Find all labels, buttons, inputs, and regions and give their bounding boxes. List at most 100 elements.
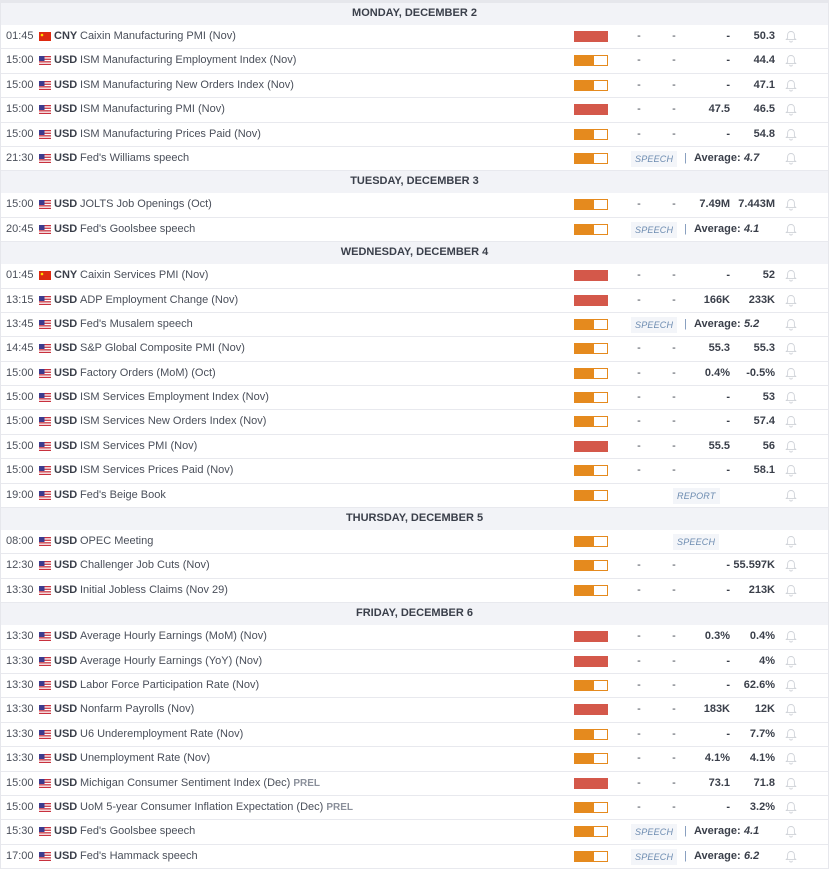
event-name[interactable]: Fed's Hammack speech xyxy=(80,845,198,868)
bell-icon[interactable] xyxy=(785,752,797,765)
us-flag-icon xyxy=(39,632,51,642)
bell-icon[interactable] xyxy=(785,825,797,838)
bell-icon[interactable] xyxy=(785,655,797,668)
bell-icon[interactable] xyxy=(785,103,797,116)
bell-icon[interactable] xyxy=(785,79,797,92)
event-row[interactable]: 15:00 USD ISM Services PMI (Nov) - - 55.5 56 xyxy=(1,435,828,460)
deviation-value: - xyxy=(672,630,676,643)
bell-icon[interactable] xyxy=(785,777,797,790)
event-name[interactable]: Average Hourly Earnings (MoM) (Nov) xyxy=(80,625,267,648)
event-name[interactable]: Fed's Beige Book xyxy=(80,484,166,507)
event-name[interactable]: Fed's Williams speech xyxy=(80,147,189,170)
bell-icon[interactable] xyxy=(785,367,797,380)
event-name[interactable]: Labor Force Participation Rate (Nov) xyxy=(80,674,259,697)
bell-icon[interactable] xyxy=(785,152,797,165)
bell-icon[interactable] xyxy=(785,223,797,236)
event-name[interactable]: Caixin Manufacturing PMI (Nov) xyxy=(80,25,236,48)
separator: | xyxy=(684,222,687,235)
average-label: Average: xyxy=(694,825,741,838)
event-row[interactable]: 01:45 CNY Caixin Manufacturing PMI (Nov) - -… xyxy=(1,25,828,50)
bell-icon[interactable] xyxy=(785,850,797,863)
event-name[interactable]: Fed's Goolsbee speech xyxy=(80,820,195,843)
bell-icon[interactable] xyxy=(785,440,797,453)
event-row[interactable]: 13:30 USD Initial Jobless Claims (Nov 29) -… xyxy=(1,579,828,604)
event-row[interactable]: 15:00 USD Michigan Consumer Sentiment Inde… xyxy=(1,772,828,796)
event-name[interactable]: Initial Jobless Claims (Nov 29) xyxy=(80,579,228,602)
event-row[interactable]: 19:00 USD Fed's Beige Book REPORT xyxy=(1,484,828,509)
event-row[interactable]: 15:00 USD ISM Services New Orders Index (N… xyxy=(1,410,828,435)
bell-icon[interactable] xyxy=(785,198,797,211)
event-row[interactable]: 13:30 USD Labor Force Participation Rate (… xyxy=(1,674,828,699)
event-name[interactable]: ISM Manufacturing New Orders Index (Nov) xyxy=(80,74,294,97)
event-row[interactable]: 15:00 USD ISM Manufacturing New Orders Ind… xyxy=(1,74,828,99)
event-name[interactable]: Fed's Musalem speech xyxy=(80,313,193,336)
event-row[interactable]: 20:45 USD Fed's Goolsbee speech SPEECH | Aver… xyxy=(1,218,828,243)
event-name[interactable]: OPEC Meeting xyxy=(80,530,153,553)
event-name[interactable]: ISM Manufacturing Prices Paid (Nov) xyxy=(80,123,261,146)
bell-icon[interactable] xyxy=(785,415,797,428)
event-row[interactable]: 13:30 USD Nonfarm Payrolls (Nov) - - 183K 12K xyxy=(1,698,828,723)
event-row[interactable]: 13:30 USD Average Hourly Earnings (YoY) (N… xyxy=(1,650,828,674)
bell-icon[interactable] xyxy=(785,489,797,502)
event-row[interactable]: 17:00 USD Fed's Hammack speech SPEECH | Avera… xyxy=(1,845,828,869)
event-name[interactable]: ISM Services PMI (Nov) xyxy=(80,435,197,458)
event-row[interactable]: 08:00 USD OPEC Meeting SPEECH xyxy=(1,530,828,555)
bell-icon[interactable] xyxy=(785,54,797,67)
event-name[interactable]: U6 Underemployment Rate (Nov) xyxy=(80,723,243,746)
bell-icon[interactable] xyxy=(785,294,797,307)
event-name[interactable]: Fed's Goolsbee speech xyxy=(80,218,195,241)
event-row[interactable]: 15:00 USD JOLTS Job Openings (Oct) - - 7.49M 7… xyxy=(1,193,828,218)
event-time: 15:00 xyxy=(6,415,34,428)
bell-icon[interactable] xyxy=(785,464,797,477)
event-row[interactable]: 13:15 USD ADP Employment Change (Nov) - - 166… xyxy=(1,289,828,313)
event-name[interactable]: ISM Manufacturing PMI (Nov) xyxy=(80,98,225,121)
bell-icon[interactable] xyxy=(785,391,797,404)
bell-icon[interactable] xyxy=(785,630,797,643)
event-row[interactable]: 15:00 USD ISM Services Employment Index (N… xyxy=(1,386,828,411)
event-row[interactable]: 15:00 USD Factory Orders (MoM) (Oct) - - 0.4%… xyxy=(1,362,828,387)
bell-icon[interactable] xyxy=(785,342,797,355)
bell-icon[interactable] xyxy=(785,728,797,741)
event-name[interactable]: Factory Orders (MoM) (Oct) xyxy=(80,362,216,385)
event-name[interactable]: Challenger Job Cuts (Nov) xyxy=(80,554,210,577)
event-name[interactable]: S&P Global Composite PMI (Nov) xyxy=(80,337,245,360)
event-row[interactable]: 13:45 USD Fed's Musalem speech SPEECH | Avera… xyxy=(1,313,828,338)
event-row[interactable]: 15:00 USD ISM Manufacturing PMI (Nov) - - 47.… xyxy=(1,98,828,123)
event-row[interactable]: 15:00 USD ISM Manufacturing Prices Paid (N… xyxy=(1,123,828,147)
bell-icon[interactable] xyxy=(785,584,797,597)
event-row[interactable]: 01:45 CNY Caixin Services PMI (Nov) - - - 52 xyxy=(1,264,828,289)
event-row[interactable]: 21:30 USD Fed's Williams speech SPEECH | Aver… xyxy=(1,147,828,172)
bell-icon[interactable] xyxy=(785,679,797,692)
bell-icon[interactable] xyxy=(785,535,797,548)
event-row[interactable]: 15:00 USD ISM Services Prices Paid (Nov) - -… xyxy=(1,459,828,484)
preliminary-badge: PREL xyxy=(326,801,353,813)
event-name[interactable]: Nonfarm Payrolls (Nov) xyxy=(80,698,194,721)
event-name[interactable]: ISM Manufacturing Employment Index (Nov) xyxy=(80,49,296,72)
event-row[interactable]: 13:30 USD Average Hourly Earnings (MoM) (N… xyxy=(1,625,828,650)
event-name[interactable]: Unemployment Rate (Nov) xyxy=(80,747,210,770)
bell-icon[interactable] xyxy=(785,318,797,331)
event-name[interactable]: ISM Services Prices Paid (Nov) xyxy=(80,459,233,482)
event-name[interactable]: Average Hourly Earnings (YoY) (Nov) xyxy=(80,650,262,673)
event-name[interactable]: ADP Employment Change (Nov) xyxy=(80,289,238,312)
event-row[interactable]: 13:30 USD U6 Underemployment Rate (Nov) - - -… xyxy=(1,723,828,748)
event-name[interactable]: ISM Services Employment Index (Nov) xyxy=(80,386,269,409)
event-name[interactable]: UoM 5-year Consumer Inflation Expectatio… xyxy=(80,796,353,819)
event-row[interactable]: 14:45 USD S&P Global Composite PMI (Nov) - -… xyxy=(1,337,828,362)
event-row[interactable]: 15:30 USD Fed's Goolsbee speech SPEECH | Aver… xyxy=(1,820,828,845)
event-row[interactable]: 15:00 USD ISM Manufacturing Employment Ind… xyxy=(1,49,828,74)
event-name[interactable]: Caixin Services PMI (Nov) xyxy=(80,264,208,287)
bell-icon[interactable] xyxy=(785,128,797,141)
bell-icon[interactable] xyxy=(785,559,797,572)
bell-icon[interactable] xyxy=(785,703,797,716)
us-flag-icon xyxy=(39,417,51,427)
event-name[interactable]: JOLTS Job Openings (Oct) xyxy=(80,193,212,216)
bell-icon[interactable] xyxy=(785,269,797,282)
event-name[interactable]: ISM Services New Orders Index (Nov) xyxy=(80,410,266,433)
bell-icon[interactable] xyxy=(785,801,797,814)
event-name[interactable]: Michigan Consumer Sentiment Index (Dec) P… xyxy=(80,772,320,795)
bell-icon[interactable] xyxy=(785,30,797,43)
event-row[interactable]: 13:30 USD Unemployment Rate (Nov) - - 4.1% 4.1… xyxy=(1,747,828,772)
event-row[interactable]: 15:00 USD UoM 5-year Consumer Inflation Ex… xyxy=(1,796,828,821)
event-row[interactable]: 12:30 USD Challenger Job Cuts (Nov) - - -55.5… xyxy=(1,554,828,579)
